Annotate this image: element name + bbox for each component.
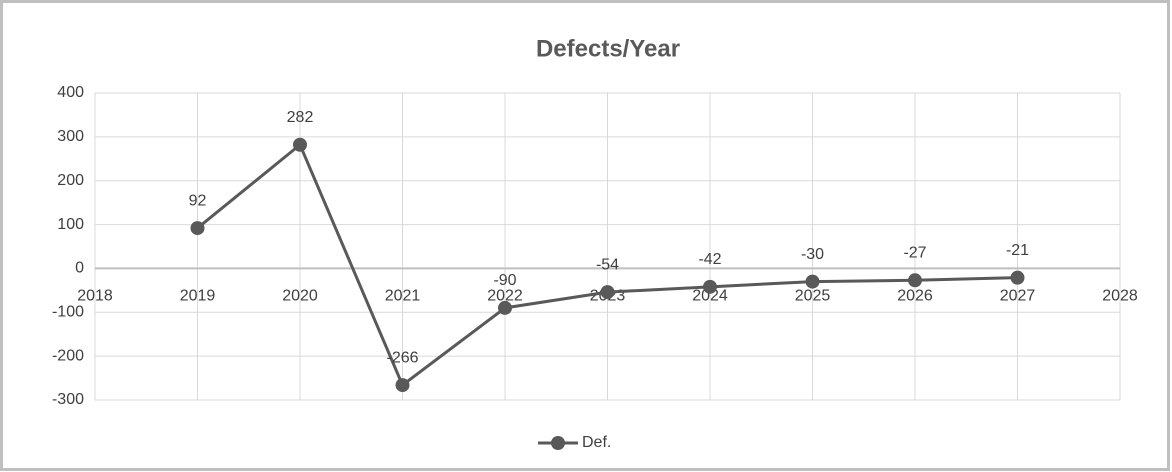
x-tick-label: 2025 [795, 288, 831, 305]
x-tick-label: 2020 [282, 288, 318, 305]
data-label: -54 [596, 256, 619, 273]
x-tick-label: 2026 [897, 288, 933, 305]
data-point [395, 378, 410, 393]
legend-label: Def. [582, 434, 611, 451]
data-label: -27 [903, 244, 926, 261]
data-label: -266 [386, 349, 418, 366]
y-tick-label: -200 [52, 347, 84, 364]
data-point [190, 221, 205, 236]
x-tick-label: 2021 [385, 288, 421, 305]
data-point [293, 137, 307, 152]
x-tick-label: 2022 [487, 288, 523, 305]
x-tick-label: 2024 [692, 288, 728, 305]
data-label: -30 [801, 246, 824, 263]
chart-title: Defects/Year [536, 35, 680, 62]
y-tick-label: 100 [57, 216, 84, 233]
x-tick-label: 2019 [180, 288, 216, 305]
data-point [1010, 270, 1025, 285]
x-tick-label: 2027 [1000, 288, 1036, 305]
data-point [703, 279, 717, 294]
x-tick-label: 2018 [77, 288, 113, 305]
y-tick-label: -100 [52, 304, 84, 321]
data-point [908, 273, 922, 288]
y-tick-label: 400 [57, 84, 84, 101]
data-point [600, 285, 615, 300]
y-tick-label: 0 [75, 260, 84, 277]
data-label: 282 [287, 109, 314, 126]
data-label: 92 [189, 192, 207, 209]
data-point [498, 300, 512, 315]
data-label: -90 [493, 272, 516, 289]
y-tick-label: -300 [52, 391, 84, 408]
data-point [805, 274, 820, 289]
data-label: -42 [698, 251, 721, 268]
y-tick-label: 300 [57, 128, 84, 145]
y-tick-label: 200 [57, 172, 84, 189]
x-tick-label: 2028 [1102, 288, 1138, 305]
legend-marker [551, 436, 565, 450]
data-label: -21 [1006, 242, 1029, 259]
